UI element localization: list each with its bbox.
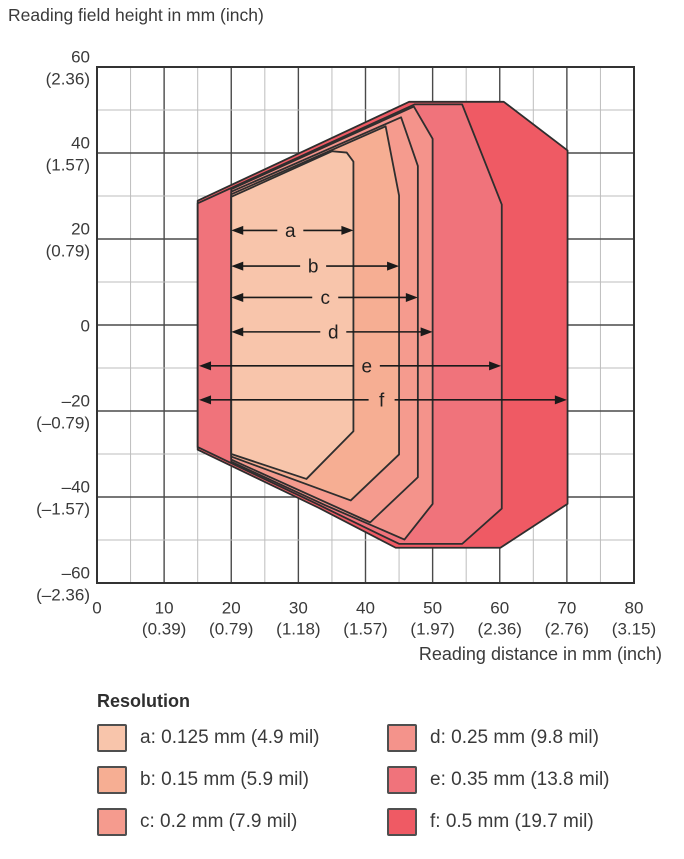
legend-label-f: f: 0.5 mm (19.7 mil)	[430, 811, 594, 832]
field-polygon-a	[230, 150, 355, 480]
legend-label-b: b: 0.15 mm (5.9 mil)	[140, 769, 309, 790]
x-tick-inch-label: (2.36)	[478, 620, 522, 639]
y-tick-inch-label: (–0.79)	[36, 414, 90, 433]
x-tick-inch-label: (1.18)	[276, 620, 320, 639]
x-tick-inch-label: (1.57)	[343, 620, 387, 639]
y-tick-label: 40	[71, 134, 90, 153]
y-tick-inch-label: (2.36)	[46, 70, 90, 89]
legend-item-e: e: 0.35 mm (13.8 mil)	[387, 765, 610, 795]
legend-column-left: a: 0.125 mm (4.9 mil) b: 0.15 mm (5.9 mi…	[97, 723, 320, 837]
x-tick-inch-label: (2.76)	[545, 620, 589, 639]
x-tick-label: 0	[92, 599, 101, 618]
legend-swatch-c	[97, 808, 127, 836]
arrowhead-right-b	[387, 261, 400, 271]
x-tick-inch-label: (0.79)	[209, 620, 253, 639]
x-tick-label: 30	[289, 599, 308, 618]
dimension-arrow-label-b: b	[308, 257, 319, 278]
x-tick-label: 20	[222, 599, 241, 618]
arrowhead-left-a	[231, 225, 244, 235]
x-tick-label: 70	[557, 599, 576, 618]
arrowhead-left-b	[231, 261, 244, 271]
legend-swatch-b	[97, 766, 127, 794]
arrowhead-left-f	[199, 395, 212, 405]
y-tick-label: –20	[62, 392, 90, 411]
dimension-arrow-label-d: d	[328, 322, 339, 343]
dimension-arrow-label-e: e	[362, 356, 373, 377]
y-tick-inch-label: (0.79)	[46, 242, 90, 261]
dimension-arrow-label-c: c	[320, 288, 330, 309]
x-tick-inch-label: (1.97)	[410, 620, 454, 639]
dimension-arrow-label-a: a	[285, 221, 296, 242]
arrowhead-right-c	[405, 292, 418, 302]
y-tick-label: 0	[81, 317, 90, 336]
arrowhead-left-c	[231, 292, 244, 302]
x-tick-label: 50	[423, 599, 442, 618]
legend-swatch-f	[387, 808, 417, 836]
legend-swatch-e	[387, 766, 417, 794]
legend-column-right: d: 0.25 mm (9.8 mil) e: 0.35 mm (13.8 mi…	[387, 723, 610, 837]
legend-item-f: f: 0.5 mm (19.7 mil)	[387, 807, 610, 837]
arrowhead-right-e	[489, 361, 502, 371]
x-tick-label: 10	[155, 599, 174, 618]
y-tick-label: –60	[62, 564, 90, 583]
x-tick-label: 40	[356, 599, 375, 618]
arrowhead-left-d	[231, 327, 244, 337]
legend-label-c: c: 0.2 mm (7.9 mil)	[140, 811, 298, 832]
y-tick-label: 60	[71, 48, 90, 67]
chart-title: Reading field height in mm (inch)	[8, 5, 264, 25]
legend-item-d: d: 0.25 mm (9.8 mil)	[387, 723, 610, 753]
axis-frame	[96, 66, 635, 584]
dimension-arrow-label-f: f	[379, 390, 385, 411]
arrowhead-right-a	[341, 225, 354, 235]
legend-item-c: c: 0.2 mm (7.9 mil)	[97, 807, 320, 837]
x-tick-label: 60	[490, 599, 509, 618]
x-tick-inch-label: (3.15)	[612, 620, 656, 639]
legend-label-a: a: 0.125 mm (4.9 mil)	[140, 727, 320, 748]
legend-title: Resolution	[97, 691, 190, 711]
legend-label-d: d: 0.25 mm (9.8 mil)	[430, 727, 599, 748]
arrowhead-left-e	[199, 361, 212, 371]
legend-item-b: b: 0.15 mm (5.9 mil)	[97, 765, 320, 795]
y-tick-label: –40	[62, 478, 90, 497]
arrowhead-right-d	[420, 327, 433, 337]
y-tick-inch-label: (1.57)	[46, 156, 90, 175]
x-tick-inch-label: (0.39)	[142, 620, 186, 639]
x-tick-label: 80	[625, 599, 644, 618]
legend-label-e: e: 0.35 mm (13.8 mil)	[430, 769, 610, 790]
legend-swatch-a	[97, 724, 127, 752]
y-tick-inch-label: (–1.57)	[36, 500, 90, 519]
arrowhead-right-f	[554, 395, 567, 405]
x-axis-title: Reading distance in mm (inch)	[418, 644, 662, 664]
y-tick-label: 20	[71, 220, 90, 239]
legend-item-a: a: 0.125 mm (4.9 mil)	[97, 723, 320, 753]
legend-swatch-d	[387, 724, 417, 752]
y-tick-inch-label: (–2.36)	[36, 586, 90, 605]
